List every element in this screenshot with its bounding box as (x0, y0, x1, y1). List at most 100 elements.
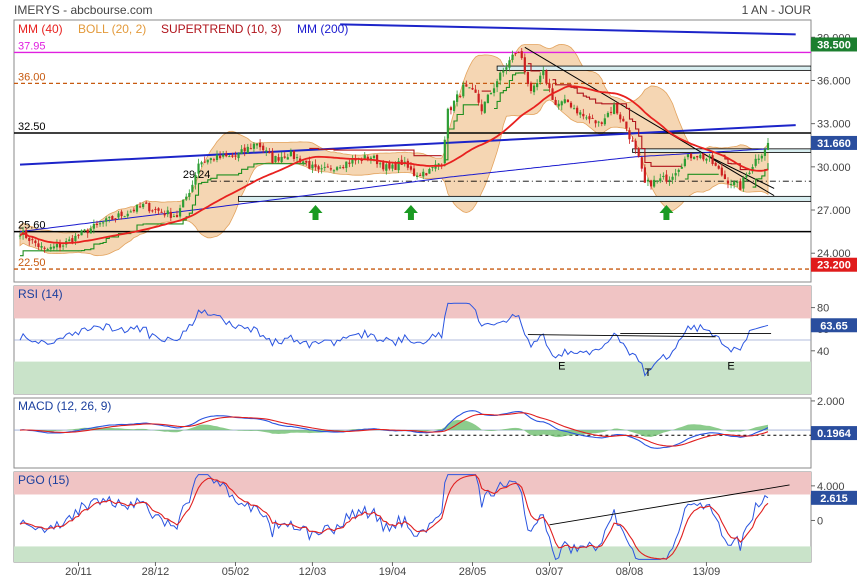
candle-body (34, 240, 37, 244)
candle-body (665, 174, 668, 182)
rsi-panel: ETE (14, 286, 811, 394)
candle-body (489, 92, 493, 95)
price-legend: MM (40) BOLL (20, 2) SUPERTREND (10, 3) … (18, 22, 348, 36)
candle-body (542, 69, 545, 76)
candle-body (166, 210, 169, 215)
x-tick-label: 03/07 (536, 566, 564, 578)
candle-body (499, 72, 502, 81)
buy-arrow-2 (403, 205, 418, 220)
macd-tick-label: 2.000 (817, 396, 845, 408)
candle-body (320, 168, 323, 170)
supertrend-down-segment (721, 154, 750, 171)
candle-body (311, 164, 314, 169)
candle-body (720, 167, 723, 176)
candle-body (108, 216, 111, 218)
candle-body (212, 159, 216, 161)
candle-body (74, 235, 77, 242)
candle-body (674, 173, 677, 176)
candle-body (468, 87, 471, 89)
candle-body (308, 161, 311, 169)
candle-body (640, 157, 643, 169)
rsi-band-2 (14, 361, 811, 394)
support-zone-1 (238, 195, 811, 202)
x-tick-label: 13/09 (693, 566, 721, 578)
price-badge-2 (811, 135, 857, 150)
candle-body (397, 161, 400, 171)
candle-body (145, 202, 148, 204)
candle-body (699, 154, 702, 159)
pgo-title: PGO (15) (18, 473, 69, 487)
candle-body (415, 175, 419, 177)
candle-body (194, 175, 197, 185)
rsi-badge (811, 318, 857, 333)
price-badge-3 (811, 257, 857, 272)
price-panel: 37.95 36.00 32.50 29.24 25.60 22.50 (14, 23, 811, 270)
mm40-line (19, 85, 769, 245)
rsi-band-1 (14, 286, 811, 319)
candle-body (649, 180, 653, 187)
candle-body (49, 246, 52, 250)
rsi-badge-label: 63.65 (820, 320, 848, 332)
candle-body (95, 223, 99, 225)
level-label-5: 25.60 (18, 220, 46, 232)
candle-body (446, 108, 449, 139)
candle-body (246, 146, 249, 154)
x-tick-label: 28/12 (142, 566, 170, 578)
supertrend-up-segment (684, 173, 719, 180)
candle-body (111, 216, 114, 220)
candle-body (659, 178, 662, 182)
candle-body (600, 122, 603, 124)
candle-body (714, 162, 717, 166)
rsi-title: RSI (14) (18, 287, 63, 301)
candle-body (249, 148, 252, 150)
candle-body (646, 179, 650, 182)
candle-body (86, 230, 89, 234)
pgo-tick-label: 4.000 (817, 481, 845, 493)
candle-body (132, 209, 135, 212)
candle-body (723, 174, 727, 180)
level-label-3: 32.50 (18, 121, 46, 133)
candle-body (579, 112, 582, 115)
candle-body (532, 85, 536, 93)
candle-body (428, 169, 431, 174)
candle-body (459, 96, 462, 98)
candle-body (456, 94, 459, 102)
candle-body (369, 157, 373, 159)
candle-body (252, 143, 256, 149)
candle-body (406, 160, 409, 168)
candle-body (255, 143, 259, 146)
candle-body (462, 84, 465, 97)
candle-body (388, 162, 391, 169)
candle-body (289, 151, 292, 157)
supertrend-up-segment (444, 104, 479, 161)
candle-body (505, 67, 508, 70)
candle-body (120, 211, 123, 217)
candle-body (178, 208, 182, 217)
candle-body (114, 218, 117, 220)
x-tick-label: 05/02 (222, 566, 250, 578)
buy-arrow-1 (308, 205, 323, 220)
candle-body (89, 228, 92, 234)
candle-body (548, 83, 551, 88)
candle-body (268, 151, 271, 154)
candle-body (729, 183, 733, 185)
candle-body (705, 158, 708, 161)
supertrend-up-segment (494, 72, 525, 110)
candle-body (92, 223, 95, 229)
candle-body (437, 163, 440, 166)
candle-body (117, 213, 120, 218)
candle-body (148, 202, 151, 212)
candle-body (683, 158, 686, 167)
candle-body (680, 166, 683, 169)
candle-body (739, 181, 742, 190)
candle-body (736, 181, 739, 183)
candle-body (348, 162, 351, 164)
candle-body (412, 168, 416, 176)
candle-body (218, 155, 222, 159)
support-zone-2 (632, 148, 811, 153)
candle-body (160, 211, 163, 213)
supertrend-down-segment (552, 79, 682, 167)
macd-line (19, 410, 769, 449)
candle-body (628, 130, 631, 140)
candle-body (588, 116, 591, 120)
